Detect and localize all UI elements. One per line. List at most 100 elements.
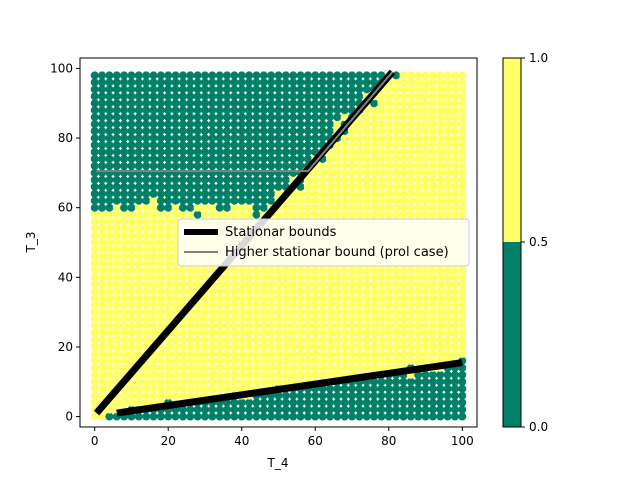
scatter-point: [274, 92, 283, 101]
scatter-point: [443, 315, 452, 324]
scatter-point: [200, 168, 209, 177]
scatter-point: [303, 349, 312, 358]
scatter-point: [274, 322, 283, 331]
scatter-point: [458, 301, 467, 310]
scatter-point: [127, 294, 136, 303]
scatter-point: [355, 391, 364, 400]
scatter-point: [267, 280, 276, 289]
scatter-point: [134, 335, 143, 344]
scatter-point: [340, 384, 349, 393]
scatter-point: [443, 127, 452, 136]
scatter-point: [333, 189, 342, 198]
scatter-point: [186, 370, 195, 379]
scatter-point: [399, 349, 408, 358]
scatter-point: [436, 370, 445, 379]
scatter-point: [171, 203, 180, 212]
scatter-point: [355, 280, 364, 289]
scatter-point: [112, 329, 121, 338]
scatter-point: [252, 301, 261, 310]
scatter-point: [384, 175, 393, 184]
scatter-point: [281, 377, 290, 386]
scatter-point: [325, 182, 334, 191]
scatter-point: [237, 294, 246, 303]
scatter-point: [98, 238, 107, 247]
scatter-point: [458, 189, 467, 198]
scatter-point: [259, 203, 268, 212]
scatter-point: [156, 210, 165, 219]
scatter-point: [120, 120, 129, 129]
scatter-point: [333, 71, 342, 80]
scatter-point: [436, 210, 445, 219]
scatter-point: [149, 203, 158, 212]
scatter-point: [355, 127, 364, 136]
scatter-point: [223, 301, 232, 310]
scatter-point: [90, 259, 99, 268]
scatter-point: [325, 405, 334, 414]
scatter-point: [289, 99, 298, 108]
scatter-point: [230, 294, 239, 303]
scatter-point: [120, 329, 129, 338]
scatter-point: [98, 329, 107, 338]
scatter-point: [289, 168, 298, 177]
scatter-point: [384, 189, 393, 198]
scatter-point: [259, 196, 268, 205]
scatter-point: [237, 147, 246, 156]
scatter-point: [362, 391, 371, 400]
scatter-point: [259, 161, 268, 170]
scatter-point: [237, 189, 246, 198]
scatter-point: [178, 342, 187, 351]
scatter-point: [200, 141, 209, 150]
scatter-point: [237, 154, 246, 163]
scatter-point: [414, 391, 423, 400]
scatter-point: [237, 106, 246, 115]
scatter-point: [274, 182, 283, 191]
scatter-point: [149, 99, 158, 108]
scatter-point: [281, 141, 290, 150]
scatter-point: [318, 106, 327, 115]
scatter-point: [267, 71, 276, 80]
scatter-point: [370, 377, 379, 386]
scatter-point: [259, 315, 268, 324]
scatter-point: [90, 92, 99, 101]
scatter-point: [259, 189, 268, 198]
scatter-point: [112, 294, 121, 303]
scatter-point: [450, 266, 459, 275]
scatter-point: [200, 405, 209, 414]
scatter-point: [90, 322, 99, 331]
scatter-point: [164, 120, 173, 129]
scatter-point: [171, 287, 180, 296]
scatter-point: [281, 78, 290, 87]
scatter-point: [223, 120, 232, 129]
scatter-point: [289, 329, 298, 338]
scatter-point: [105, 147, 114, 156]
scatter-point: [142, 252, 151, 261]
scatter-point: [450, 161, 459, 170]
scatter-point: [325, 294, 334, 303]
scatter-point: [384, 287, 393, 296]
scatter-point: [178, 127, 187, 136]
scatter-point: [208, 308, 217, 317]
scatter-point: [134, 120, 143, 129]
scatter-point: [98, 377, 107, 386]
scatter-point: [134, 329, 143, 338]
scatter-point: [325, 363, 334, 372]
scatter-point: [325, 349, 334, 358]
scatter-point: [105, 78, 114, 87]
scatter-point: [120, 168, 129, 177]
scatter-point: [105, 224, 114, 233]
scatter-point: [127, 301, 136, 310]
scatter-point: [208, 384, 217, 393]
scatter-point: [156, 384, 165, 393]
scatter-point: [267, 266, 276, 275]
scatter-point: [428, 85, 437, 94]
scatter-point: [406, 273, 415, 282]
scatter-point: [208, 301, 217, 310]
scatter-point: [370, 134, 379, 143]
scatter-point: [215, 168, 224, 177]
scatter-point: [458, 203, 467, 212]
scatter-point: [112, 147, 121, 156]
scatter-point: [98, 308, 107, 317]
scatter-point: [259, 301, 268, 310]
scatter-point: [178, 203, 187, 212]
scatter-point: [156, 182, 165, 191]
